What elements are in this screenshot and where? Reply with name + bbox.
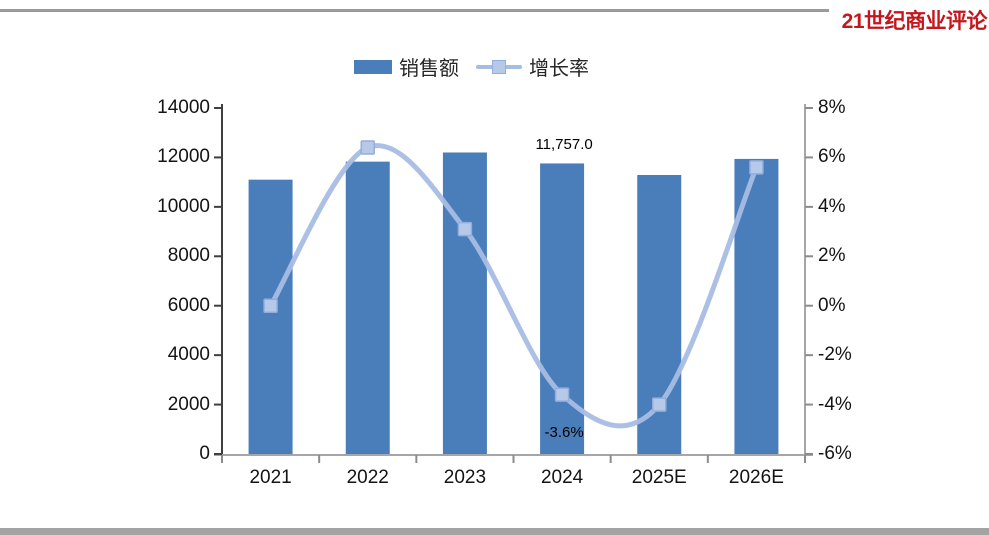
right-axis-tick-label: 6% xyxy=(818,146,846,168)
left-axis-tick-label: 10000 xyxy=(157,195,210,217)
chart-legend: 销售额 增长率 xyxy=(354,52,589,81)
growth-marker-2021 xyxy=(263,298,278,313)
line-swatch-marker xyxy=(492,59,506,74)
x-axis-category-label: 2026E xyxy=(728,467,784,488)
data-label: 11,757.0 xyxy=(535,136,593,154)
x-axis-category-label: 2023 xyxy=(443,467,487,488)
bar-swatch-icon xyxy=(354,59,392,74)
data-label: -3.6% xyxy=(544,423,584,441)
x-axis-category-label: 2025E xyxy=(631,467,687,488)
left-axis-tick-label: 2000 xyxy=(167,393,210,415)
right-axis-tick-label: -4% xyxy=(818,393,852,415)
legend-item-sales: 销售额 xyxy=(354,52,459,81)
growth-marker-2026E xyxy=(749,160,764,175)
growth-line xyxy=(268,143,759,429)
right-axis-tick-label: 2% xyxy=(818,245,846,267)
legend-item-growth: 增长率 xyxy=(476,52,589,81)
right-axis-tick-label: 8% xyxy=(818,97,846,118)
top-divider-line xyxy=(0,9,829,12)
right-axis-tick-label: -2% xyxy=(818,344,852,366)
legend-sales-label: 销售额 xyxy=(399,58,459,80)
x-axis-category-label: 2022 xyxy=(346,467,389,488)
left-axis-tick-label: 8000 xyxy=(167,245,210,267)
line-marker-swatch-icon xyxy=(476,59,522,74)
left-axis-tick-label: 14000 xyxy=(157,97,210,118)
x-axis-category-label: 2021 xyxy=(249,467,292,488)
x-axis-category-label: 2024 xyxy=(540,467,584,488)
bottom-divider-bar xyxy=(0,528,989,535)
bar-2023 xyxy=(442,152,487,454)
legend-growth-label: 增长率 xyxy=(529,58,589,80)
right-axis-tick-label: -6% xyxy=(818,443,852,464)
left-axis-tick-label: 0 xyxy=(199,443,210,464)
growth-marker-2024 xyxy=(554,387,570,402)
bar-2021 xyxy=(248,179,293,454)
growth-marker-2022 xyxy=(360,140,375,155)
bar-2022 xyxy=(345,161,390,454)
right-axis-tick-label: 0% xyxy=(818,294,846,316)
bar-2025E xyxy=(637,174,682,454)
left-axis-tick-label: 12000 xyxy=(157,146,210,168)
left-axis-tick-label: 4000 xyxy=(167,344,210,366)
left-axis-tick-label: 6000 xyxy=(167,294,210,316)
publication-logo: 21世纪商业评论 xyxy=(841,10,988,33)
right-axis-tick-label: 4% xyxy=(818,195,846,217)
growth-marker-2025E xyxy=(652,397,667,412)
growth-marker-2023 xyxy=(457,221,473,237)
